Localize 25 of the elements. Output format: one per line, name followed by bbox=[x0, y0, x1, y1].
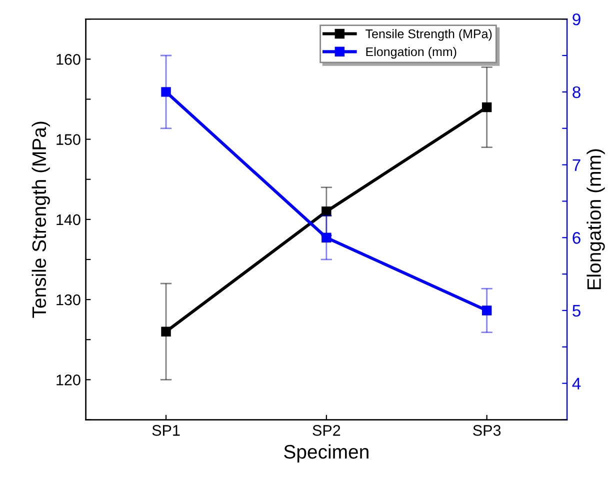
legend-label: Tensile Strength (MPa) bbox=[366, 29, 492, 41]
y-axis-title: Tensile Strength (MPa) bbox=[32, 122, 50, 318]
x-tick-label: SP3 bbox=[473, 425, 501, 436]
point bbox=[161, 326, 171, 336]
point bbox=[161, 87, 171, 97]
legend-label: Elongation (mm) bbox=[366, 46, 456, 59]
x-tick-label: SP2 bbox=[312, 425, 340, 436]
y-tick-label: 150 bbox=[56, 134, 80, 145]
y2-tick-label: 7 bbox=[572, 159, 580, 171]
y2-tick-label: 5 bbox=[572, 305, 580, 317]
point bbox=[322, 206, 332, 216]
y-tick-label: 130 bbox=[56, 294, 80, 306]
y2-tick-label: 8 bbox=[572, 86, 580, 98]
y-tick-label: 160 bbox=[56, 54, 80, 65]
point bbox=[322, 232, 332, 242]
point bbox=[482, 102, 492, 112]
x-axis-title: Specimen bbox=[284, 444, 368, 463]
x-tick-label: SP1 bbox=[152, 425, 180, 436]
y2-tick-label: 9 bbox=[572, 13, 580, 26]
point bbox=[482, 306, 492, 316]
y-tick-label: 140 bbox=[56, 214, 80, 226]
y-tick-label: 120 bbox=[56, 374, 80, 386]
y2-tick-label: 4 bbox=[572, 378, 581, 390]
y2-tick-label: 6 bbox=[572, 232, 580, 244]
y2-axis-title: Elongation (mm) bbox=[586, 149, 605, 290]
